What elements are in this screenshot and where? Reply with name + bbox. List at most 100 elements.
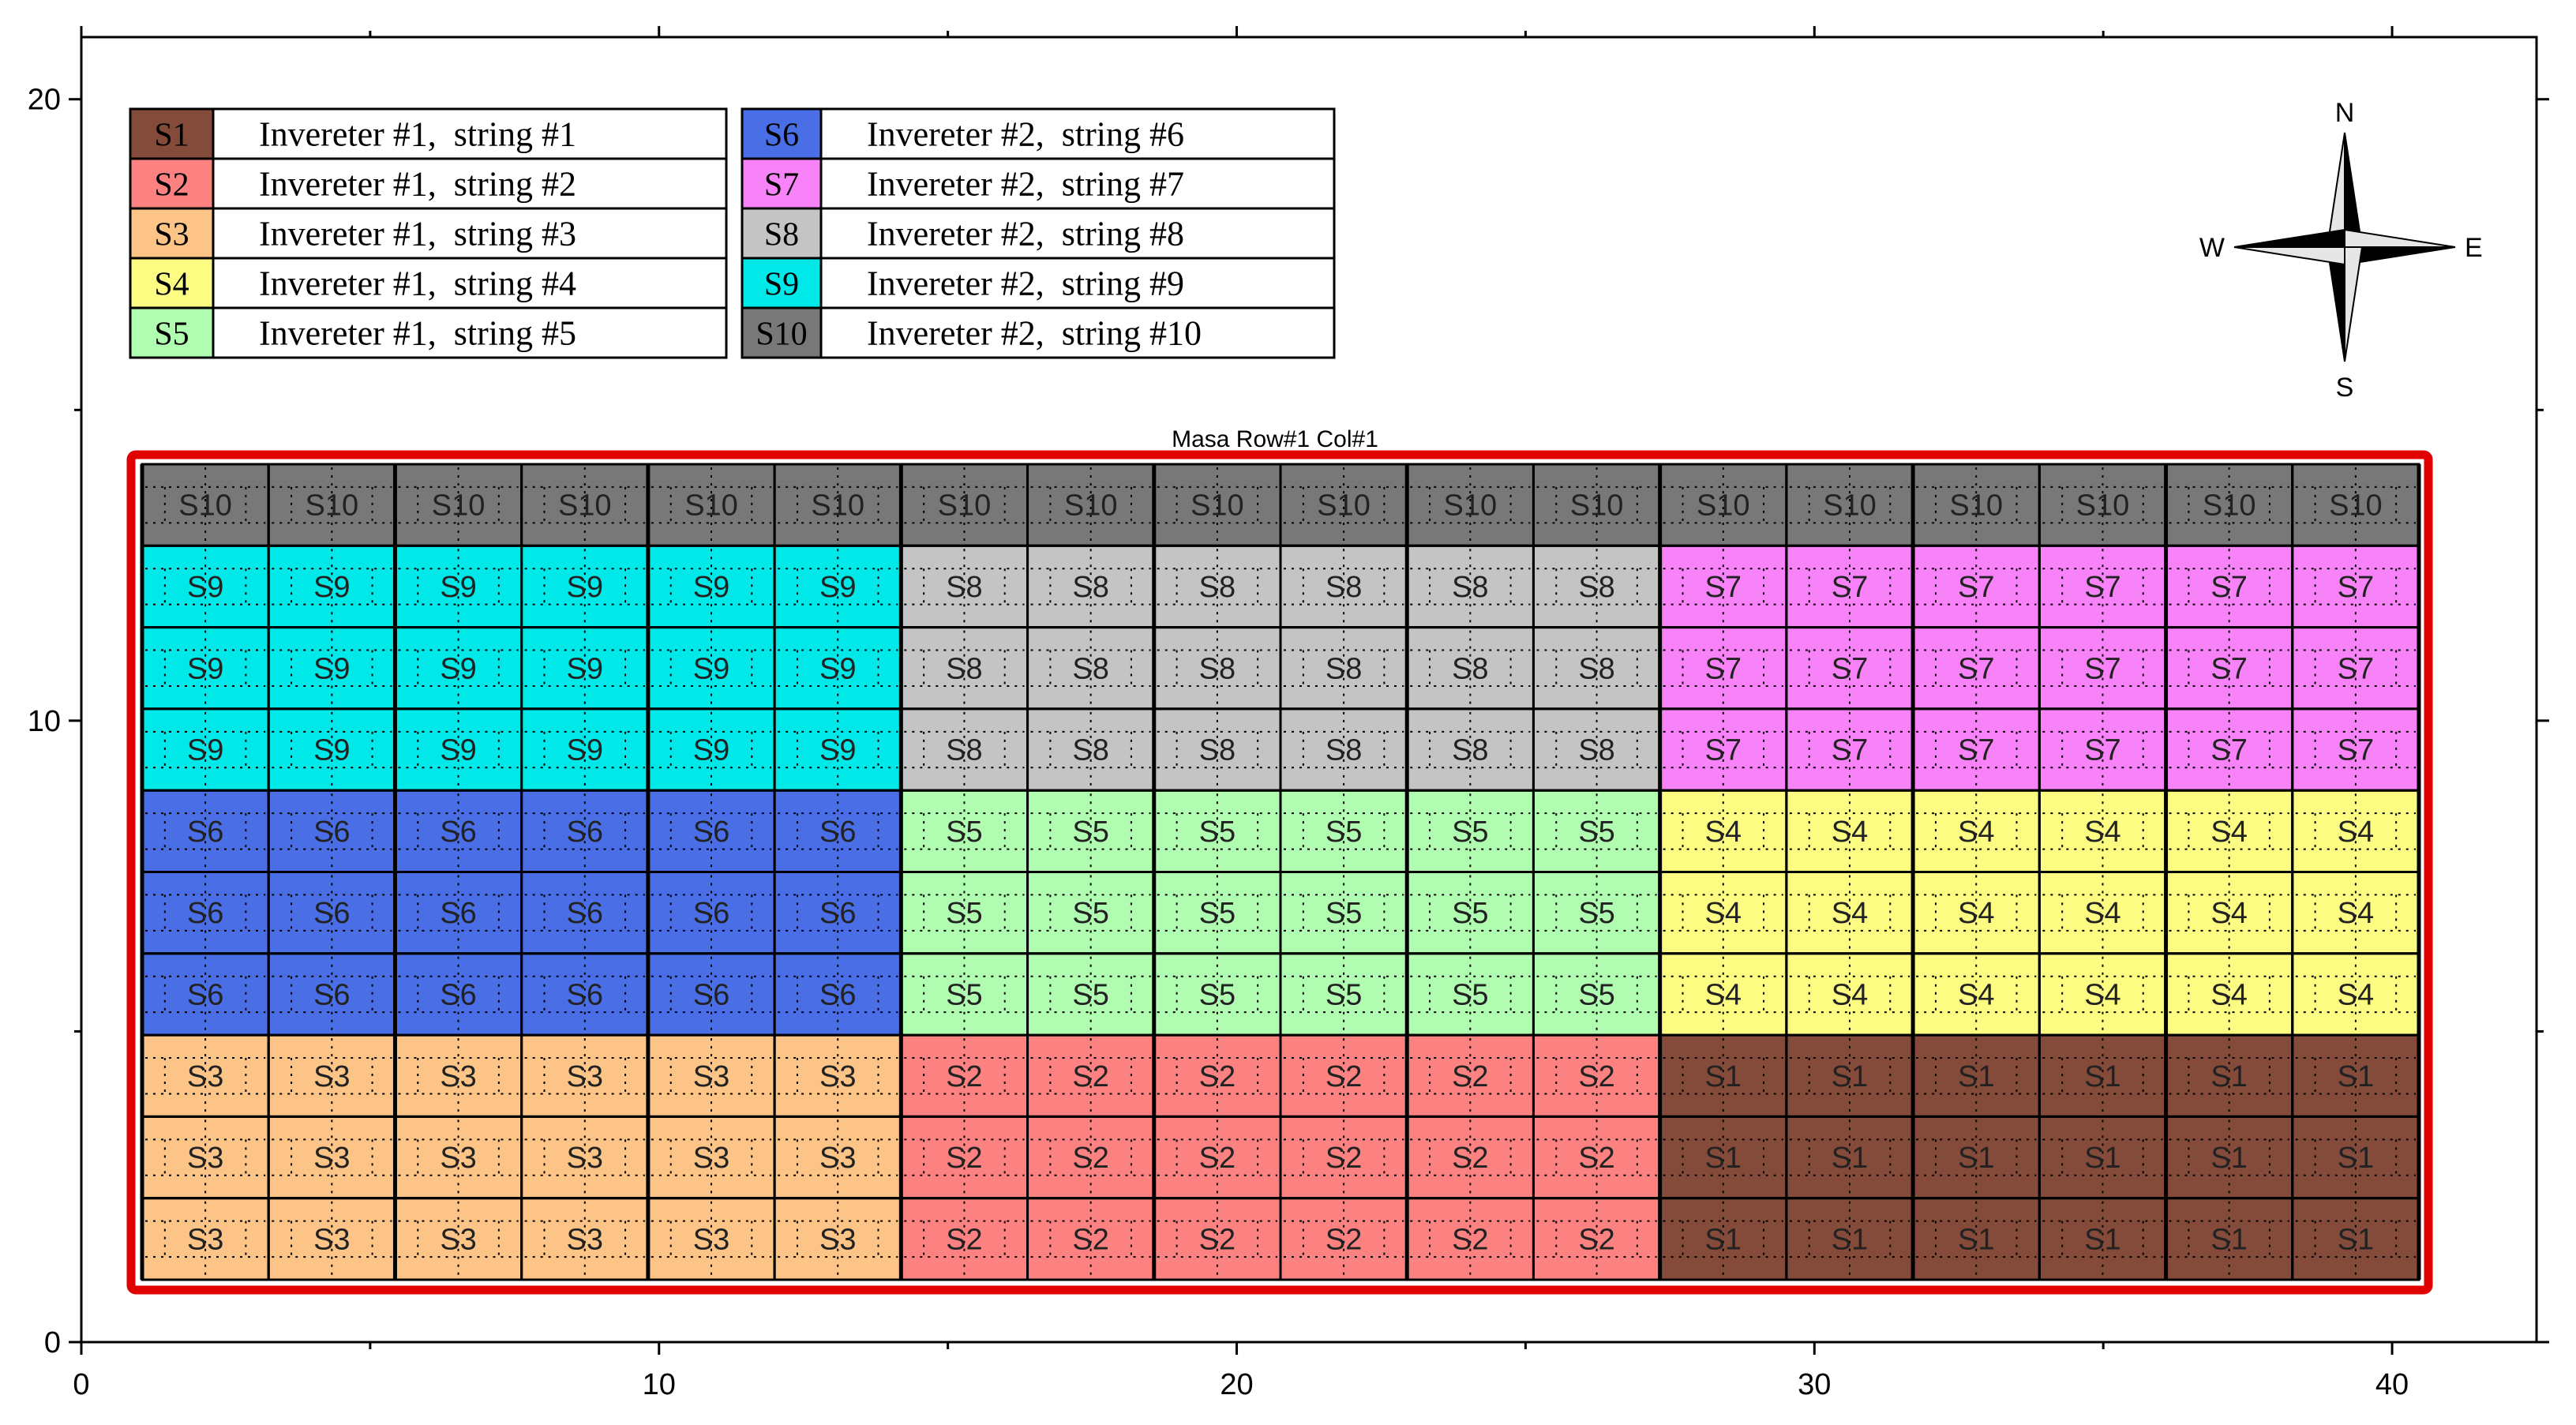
panel-cell: S1 xyxy=(2165,1033,2294,1118)
legend-code: S9 xyxy=(764,267,799,303)
panel-string-label: S9 xyxy=(819,571,856,604)
legend-entry-s9: S9 Invereter #2, string #9 xyxy=(741,257,1336,309)
panel-string-label: S4 xyxy=(1705,897,1742,930)
legend-label-box xyxy=(212,257,728,309)
panel-cell: S6 xyxy=(267,871,396,955)
panel-cell: S8 xyxy=(1026,707,1156,792)
panel-cell: S3 xyxy=(773,1197,902,1281)
legend-label: Invereter #2, string #7 xyxy=(867,165,1184,204)
panel-cell: S10 xyxy=(267,463,396,547)
panel-cell: S2 xyxy=(1026,1115,1156,1200)
panel-cell: S2 xyxy=(1405,1115,1535,1200)
panel-cell: S5 xyxy=(1026,789,1156,874)
panel-string-label: S4 xyxy=(1705,978,1742,1011)
panel-cell: S1 xyxy=(2291,1115,2420,1200)
panel-cell: S5 xyxy=(1153,871,1282,955)
panel-cell: S1 xyxy=(1911,1197,2041,1281)
panel-string-label: S6 xyxy=(567,816,603,849)
panel-cell: S9 xyxy=(647,626,776,711)
panel-cell: S3 xyxy=(520,1197,650,1281)
panel-cell: S9 xyxy=(773,544,902,629)
panel-cell: S8 xyxy=(1026,626,1156,711)
panel-string-label: S2 xyxy=(946,1142,982,1175)
panel-string-label: S5 xyxy=(1325,897,1362,930)
panel-cell: S5 xyxy=(1532,952,1662,1037)
compass-ray-west-light xyxy=(2233,246,2345,266)
legend-label-box xyxy=(819,157,1336,210)
panel-string-label: S10 xyxy=(178,489,232,523)
panel-string-label: S1 xyxy=(2338,1223,2374,1256)
panel-cell: S4 xyxy=(1659,789,1788,874)
panel-cell: S9 xyxy=(647,544,776,629)
panel-string-label: S8 xyxy=(1578,652,1614,685)
legend-label: Invereter #2, string #6 xyxy=(867,115,1184,154)
panel-cell: S10 xyxy=(773,463,902,547)
panel-string-label: S9 xyxy=(440,571,476,604)
panel-string-label: S10 xyxy=(1317,489,1370,523)
panel-string-label: S10 xyxy=(1823,489,1877,523)
plot-title: Masa Row#1 Col#1 xyxy=(1172,426,1378,452)
panel-cell: S5 xyxy=(899,789,1029,874)
legend-entry-s8: S8 Invereter #2, string #8 xyxy=(741,207,1336,260)
panel-cell: S8 xyxy=(1532,544,1662,629)
panel-cell: S1 xyxy=(2038,1115,2168,1200)
legend-swatch xyxy=(741,107,823,160)
panel-string-label: S8 xyxy=(946,652,982,685)
panel-cell: S9 xyxy=(267,544,396,629)
panel-cell: S9 xyxy=(141,544,270,629)
panel-cell: S3 xyxy=(647,1033,776,1118)
panel-cell: S7 xyxy=(1785,544,1914,629)
panel-cell: S10 xyxy=(1026,463,1156,547)
panel-cell: S10 xyxy=(393,463,523,547)
panel-string-label: S8 xyxy=(1072,652,1108,685)
panel-cell: S1 xyxy=(1785,1197,1914,1281)
x-tick-label: 30 xyxy=(1798,1368,1831,1401)
panel-cell: S9 xyxy=(393,707,523,792)
panel-cell: S8 xyxy=(1405,707,1535,792)
legend-code: S8 xyxy=(764,217,799,253)
panel-string-label: S5 xyxy=(1325,978,1362,1011)
panel-string-label: S8 xyxy=(1578,571,1614,604)
legend-code: S1 xyxy=(154,118,189,154)
panel-cell: S1 xyxy=(1659,1197,1788,1281)
panel-string-label: S6 xyxy=(693,978,729,1011)
panel-string-label: S10 xyxy=(1064,489,1118,523)
panel-string-label: S3 xyxy=(567,1142,603,1175)
panel-string-label: S4 xyxy=(1832,816,1868,849)
panel-string-label: S9 xyxy=(693,571,729,604)
panel-string-label: S7 xyxy=(2338,652,2374,685)
panel-string-label: S10 xyxy=(938,489,992,523)
legend-swatch xyxy=(129,306,215,359)
panel-cell: S5 xyxy=(1279,871,1408,955)
panel-cell: S5 xyxy=(1532,871,1662,955)
panel-cell: S5 xyxy=(899,871,1029,955)
panel-string-label: S9 xyxy=(313,571,350,604)
panel-cell: S6 xyxy=(141,952,270,1037)
legend-swatch xyxy=(129,107,215,160)
panel-string-label: S9 xyxy=(819,652,856,685)
panel-cell: S2 xyxy=(899,1033,1029,1118)
panel-cell: S4 xyxy=(2165,789,2294,874)
panel-cell: S6 xyxy=(393,871,523,955)
legend-label: Invereter #1, string #2 xyxy=(259,165,576,204)
panel-string-label: S7 xyxy=(2210,734,2247,767)
panel-string-label: S4 xyxy=(1958,897,1994,930)
panel-string-label: S2 xyxy=(1199,1223,1236,1256)
x-tick-label: 40 xyxy=(2375,1368,2409,1401)
panel-cell: S7 xyxy=(2291,544,2420,629)
panel-string-label: S4 xyxy=(2084,897,2120,930)
panel-string-label: S4 xyxy=(2338,816,2374,849)
panel-string-label: S8 xyxy=(1452,734,1488,767)
panel-cell: S6 xyxy=(773,871,902,955)
panel-string-label: S2 xyxy=(1452,1060,1488,1093)
panel-cell: S1 xyxy=(1911,1115,2041,1200)
panel-string-label: S2 xyxy=(1072,1223,1108,1256)
panel-cell: S1 xyxy=(2291,1197,2420,1281)
panel-cell: S6 xyxy=(267,952,396,1037)
panel-cell: S9 xyxy=(141,707,270,792)
panel-cell: S10 xyxy=(141,463,270,547)
panel-cell: S5 xyxy=(1026,871,1156,955)
panel-string-label: S1 xyxy=(1958,1060,1994,1093)
panel-cell: S6 xyxy=(393,952,523,1037)
panel-cell: S6 xyxy=(520,952,650,1037)
